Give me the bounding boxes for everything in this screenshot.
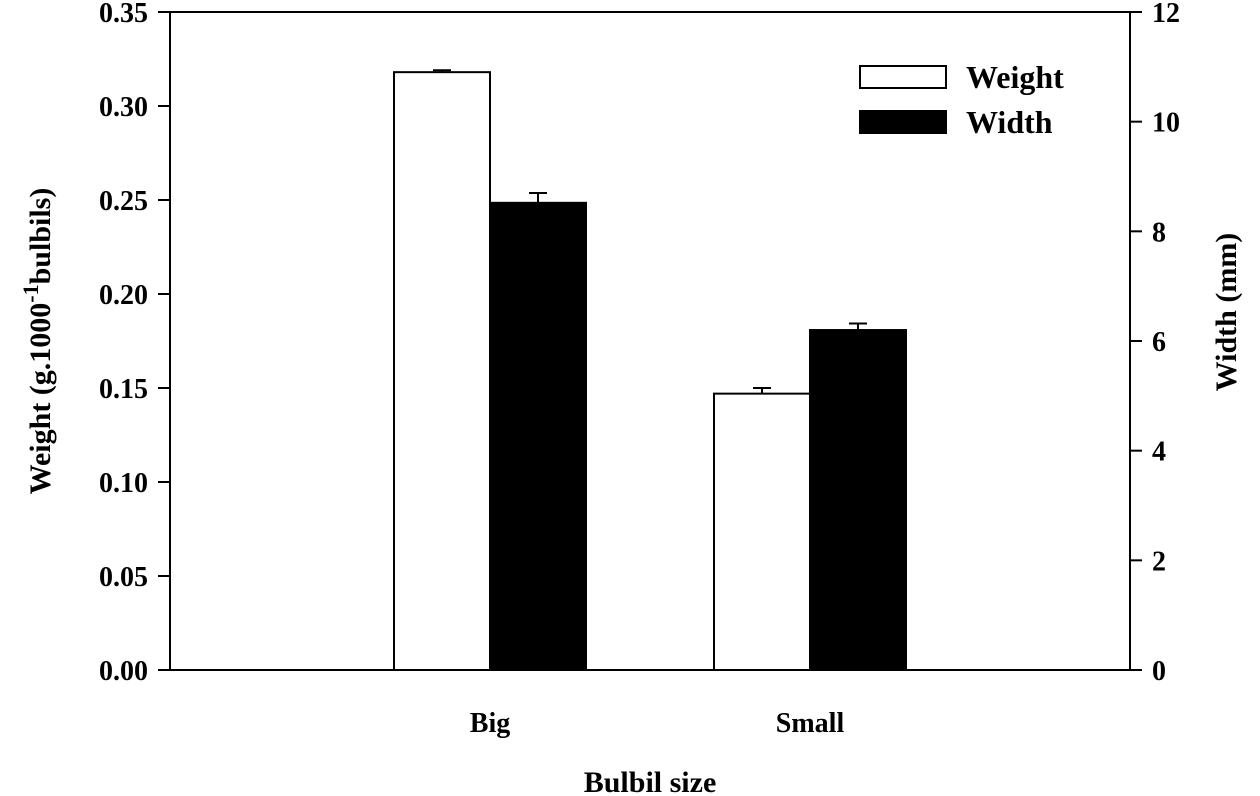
left-y-axis-title-rest: bulbils)	[24, 188, 57, 285]
legend: Weight Width	[859, 59, 1064, 140]
right-y-axis: 0 2 4 6 8 10 12	[1130, 0, 1180, 687]
left-tick-label: 0.20	[99, 280, 148, 311]
x-axis-title: Bulbil size	[584, 766, 717, 796]
left-y-axis: 0.00 0.05 0.10 0.15 0.20 0.25 0.30 0.35	[99, 0, 170, 687]
left-tick-label: 0.15	[99, 374, 148, 405]
left-y-axis-title: Weight (g.1000-1bulbils)	[18, 188, 58, 495]
right-tick-label: 10	[1152, 108, 1180, 139]
legend-swatch-width	[859, 110, 947, 134]
right-tick-label: 12	[1152, 0, 1180, 29]
left-y-axis-title-sup: -1	[18, 284, 43, 302]
right-tick-label: 8	[1152, 217, 1166, 248]
right-tick-label: 0	[1152, 656, 1166, 687]
right-tick-label: 6	[1152, 327, 1166, 358]
x-tick-label-small: Small	[776, 708, 845, 739]
left-tick-label: 0.10	[99, 468, 148, 499]
left-tick-label: 0.00	[99, 656, 148, 687]
left-tick-label: 0.35	[99, 0, 148, 29]
right-tick-label: 4	[1152, 437, 1166, 468]
bar-weight-big	[393, 71, 491, 672]
bars-group	[393, 69, 907, 672]
left-y-axis-title-main: Weight (g.1000	[24, 303, 57, 495]
bar-width-big	[489, 201, 587, 671]
legend-label-weight: Weight	[966, 59, 1064, 95]
left-tick-label: 0.25	[99, 186, 148, 217]
left-tick-label: 0.05	[99, 562, 148, 593]
bar-width-small	[809, 329, 907, 671]
right-y-axis-title: Width (mm)	[1210, 233, 1243, 392]
bar-weight-small	[713, 392, 811, 671]
legend-label-width: Width	[966, 104, 1053, 140]
legend-swatch-weight	[859, 65, 947, 89]
left-tick-label: 0.30	[99, 92, 148, 123]
x-tick-label-big: Big	[470, 708, 510, 739]
right-tick-label: 2	[1152, 546, 1166, 577]
x-axis: Big Small	[470, 708, 845, 739]
